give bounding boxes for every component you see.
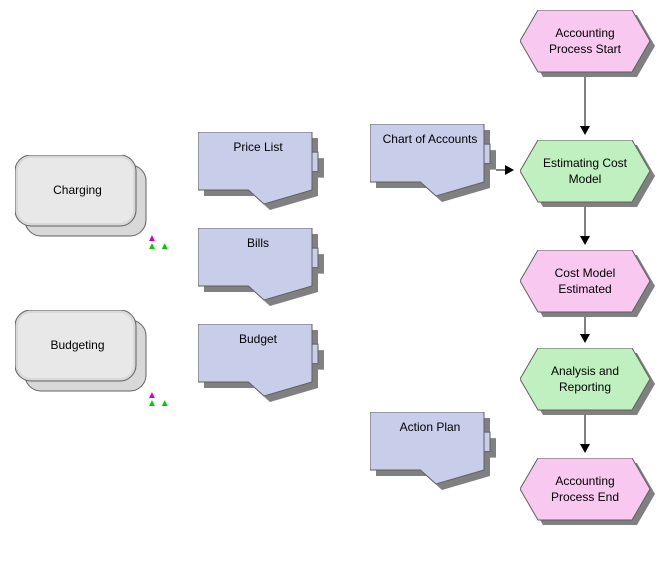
edges-layer [0, 0, 669, 572]
